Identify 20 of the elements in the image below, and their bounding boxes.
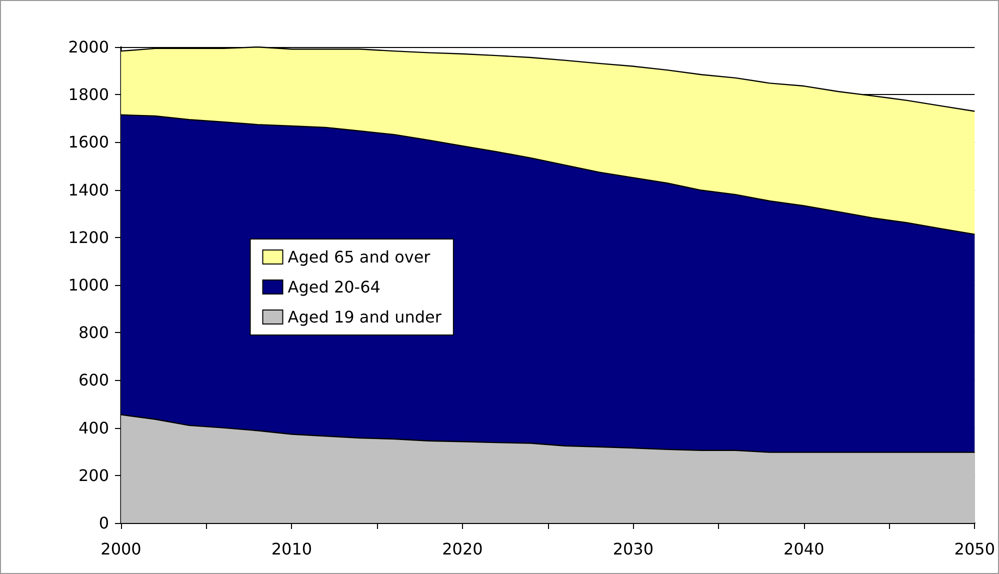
y-tick-label: 0 [98, 514, 109, 532]
legend-label: Aged 20-64 [288, 278, 380, 296]
x-tick-label: 2020 [442, 540, 483, 558]
x-tick-label: 2000 [100, 540, 142, 558]
y-tick-label: 1400 [68, 180, 109, 200]
y-tick-label: 1000 [68, 276, 109, 294]
legend-label: Aged 19 and under [288, 308, 442, 326]
legend-label: Aged 65 and over [288, 248, 431, 266]
y-tick-label: 1600 [68, 132, 109, 152]
y-tick-label: 200 [78, 466, 109, 485]
x-tick-label: 2040 [784, 540, 824, 558]
y-tick-label: 1200 [68, 228, 109, 247]
y-tick-label: 800 [78, 323, 109, 342]
y-tick-label: 600 [78, 370, 109, 390]
x-tick-label: 2010 [271, 540, 312, 558]
x-tick-label: 2050 [954, 540, 995, 558]
x-tick-label: 2030 [612, 540, 654, 558]
y-tick-label: 2000 [68, 38, 109, 56]
y-tick-label: 1800 [68, 85, 109, 104]
y-tick-label: 400 [78, 418, 109, 438]
